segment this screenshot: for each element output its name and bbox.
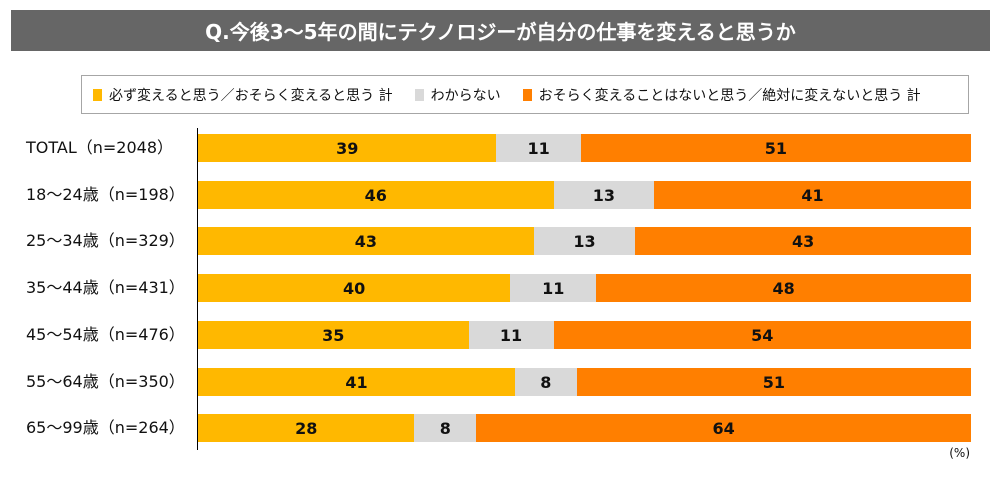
data-label: 43 <box>791 231 815 251</box>
bar-row: 43 13 43 <box>198 227 971 255</box>
category-label: TOTAL（n=2048） <box>26 138 174 157</box>
legend-label: おそらく変えることはないと思う／絶対に変えないと思う 計 <box>538 87 921 104</box>
category-label: 55～64歳（n=350） <box>26 372 185 391</box>
data-label: 35 <box>322 325 345 345</box>
data-label: 11 <box>542 278 565 298</box>
data-label: 46 <box>364 185 387 205</box>
bar-segment-will-change: 35 <box>198 321 469 349</box>
bar-segment-will-change: 39 <box>198 134 497 162</box>
data-label: 54 <box>751 325 774 345</box>
data-label: 41 <box>345 372 368 392</box>
bar-segment-dont-know: 11 <box>468 321 554 349</box>
data-label: 11 <box>527 138 550 158</box>
data-label: 40 <box>343 278 366 298</box>
bar-segment-will-change: 41 <box>198 368 515 396</box>
bar-segment-will-change: 40 <box>198 274 511 302</box>
bar-segment-wont-change: 51 <box>580 134 971 162</box>
chart-title: Q.今後3～5年の間にテクノロジーが自分の仕事を変えると思うか <box>11 10 990 51</box>
category-label: 45～54歳（n=476） <box>26 325 185 344</box>
data-label: 43 <box>354 231 377 251</box>
legend-label: わからない <box>430 87 501 104</box>
category-label: 18～24歳（n=198） <box>26 185 185 204</box>
data-label: 13 <box>592 185 615 205</box>
legend-item-will-change: 必ず変えると思う／おそらく変えると思う 計 <box>93 85 393 105</box>
bar-segment-dont-know: 8 <box>414 414 477 442</box>
legend-label: 必ず変えると思う／おそらく変えると思う 計 <box>109 87 393 104</box>
data-label: 8 <box>540 372 552 392</box>
data-label: 41 <box>801 185 824 205</box>
data-label: 48 <box>772 278 795 298</box>
legend-item-wont-change: おそらく変えることはないと思う／絶対に変えないと思う 計 <box>522 85 921 105</box>
data-label: 39 <box>336 138 359 158</box>
bar-row: 46 13 41 <box>198 181 971 209</box>
bar-segment-dont-know: 8 <box>514 368 577 396</box>
data-label: 51 <box>764 138 787 158</box>
legend-swatch-gray <box>414 88 424 101</box>
bar-segment-will-change: 43 <box>198 227 534 255</box>
legend-swatch-yellow <box>93 88 102 101</box>
data-label: 8 <box>439 418 451 438</box>
bar-segment-wont-change: 43 <box>635 227 971 255</box>
category-label: 35～44歳（n=431） <box>26 278 185 297</box>
bar-row: 39 11 51 <box>198 134 971 162</box>
data-label: 28 <box>295 418 318 438</box>
bar-segment-wont-change: 51 <box>576 368 971 396</box>
data-label: 51 <box>762 372 785 392</box>
category-label: 65～99歳（n=264） <box>26 418 185 437</box>
bar-segment-dont-know: 13 <box>533 227 636 255</box>
category-label: 25～34歳（n=329） <box>26 231 185 250</box>
bar-segment-wont-change: 41 <box>654 181 971 209</box>
bar-row: 41 8 51 <box>198 368 971 396</box>
legend: 必ず変えると思う／おそらく変えると思う 計 わからない おそらく変えることはない… <box>81 75 969 114</box>
legend-item-dont-know: わからない <box>414 85 501 105</box>
bar-segment-wont-change: 54 <box>553 321 971 349</box>
bar-segment-will-change: 46 <box>198 181 554 209</box>
bar-segment-dont-know: 11 <box>510 274 597 302</box>
data-label: 64 <box>712 418 735 438</box>
data-label: 13 <box>573 231 596 251</box>
data-label: 11 <box>499 325 523 345</box>
y-axis-line <box>197 128 198 450</box>
unit-label: (%) <box>949 446 970 460</box>
legend-swatch-orange <box>522 88 532 101</box>
bar-segment-wont-change: 48 <box>596 274 971 302</box>
bar-segment-will-change: 28 <box>198 414 415 442</box>
bar-segment-dont-know: 13 <box>553 181 655 209</box>
bar-row: 40 11 48 <box>198 274 971 302</box>
bar-row: 35 11 54 <box>198 321 971 349</box>
bar-segment-wont-change: 64 <box>476 414 971 442</box>
bar-segment-dont-know: 11 <box>496 134 581 162</box>
bar-row: 28 8 64 <box>198 414 971 442</box>
